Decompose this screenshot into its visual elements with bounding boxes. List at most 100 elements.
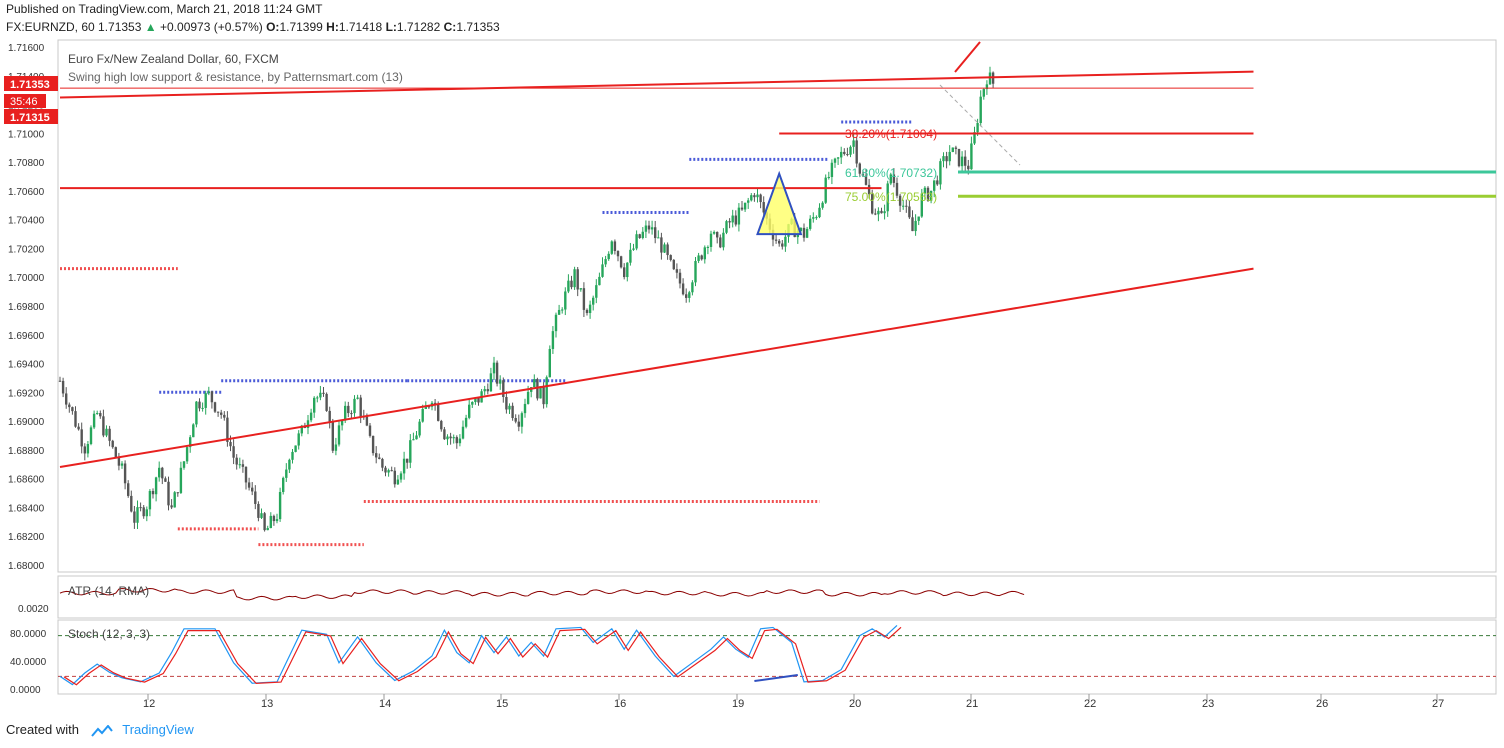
- candle-body: [461, 426, 465, 439]
- candle-body: [139, 507, 142, 509]
- trend-line: [59, 70, 1254, 99]
- candle-body: [877, 210, 880, 215]
- candle-body: [833, 158, 837, 163]
- candle-body: [483, 389, 486, 392]
- candle-body: [127, 483, 130, 496]
- candle-body: [579, 288, 582, 290]
- fib-75-label: 75.00%(1.70563): [845, 190, 937, 204]
- candle-body: [489, 373, 493, 392]
- main-pane-frame: [57, 39, 1497, 573]
- candle-body: [641, 231, 644, 238]
- candle-body: [238, 464, 241, 466]
- candle-body: [616, 250, 620, 257]
- candle-body: [446, 436, 449, 440]
- candle-body: [198, 401, 201, 409]
- candle-body: [582, 288, 586, 310]
- stoch-k-line: [59, 624, 898, 686]
- candle-body: [895, 182, 899, 196]
- candle-body: [418, 421, 421, 436]
- candle-body: [818, 207, 821, 218]
- atr-label: ATR (14, RMA): [68, 584, 149, 598]
- candle-body: [235, 457, 238, 465]
- candle-body: [58, 380, 62, 382]
- candle-body: [437, 403, 440, 421]
- candle-body: [551, 331, 555, 349]
- y-tick-label: 1.70200: [8, 244, 45, 255]
- candle-body: [337, 425, 341, 445]
- stoch-d-line: [63, 626, 902, 686]
- candle-body: [192, 424, 195, 438]
- candle-body: [223, 414, 226, 418]
- candle-body: [954, 147, 958, 149]
- candle-body: [412, 439, 415, 441]
- candle-body: [294, 445, 297, 452]
- candle-body: [114, 447, 117, 458]
- candle-body: [297, 433, 300, 446]
- candle-body: [241, 464, 245, 467]
- candle-body: [511, 405, 514, 419]
- high-value: 1.71418: [338, 20, 383, 34]
- candle-body: [526, 391, 530, 404]
- candle-body: [300, 425, 303, 434]
- candle-body: [325, 393, 328, 411]
- y-tick-label: 1.68400: [8, 503, 45, 514]
- candle-body: [985, 84, 989, 90]
- fib-diagonal: [939, 84, 1021, 166]
- candle-body: [778, 240, 781, 244]
- candle-body: [474, 397, 477, 402]
- candle-body: [762, 202, 765, 213]
- candle-body: [678, 272, 682, 284]
- candle-body: [384, 467, 387, 473]
- candle-body: [390, 470, 393, 472]
- fib-lines[interactable]: [939, 84, 1496, 198]
- open-label: O:: [266, 20, 280, 34]
- legend-indicator: Swing high low support & resistance, by …: [68, 70, 403, 84]
- y-tick-label: 1.69600: [8, 331, 45, 342]
- candle-body: [468, 404, 471, 418]
- candle-body: [781, 243, 784, 247]
- candle-body: [557, 309, 561, 315]
- stoch-tick-0: 0.0000: [10, 685, 41, 696]
- candle-body: [836, 157, 840, 159]
- fib-382-label: 38.20%(1.71004): [845, 127, 937, 141]
- candle-body: [728, 221, 731, 223]
- candle-body: [399, 473, 403, 480]
- candle-body: [672, 259, 675, 270]
- candle-body: [697, 255, 700, 261]
- candle-body: [77, 426, 80, 430]
- stoch-label: Stoch (12, 3, 3): [68, 627, 150, 641]
- atr-line: [59, 587, 1025, 601]
- candle-body: [220, 412, 223, 415]
- candle-body: [802, 227, 806, 238]
- candle-body: [623, 267, 626, 278]
- candle-body: [852, 140, 855, 147]
- candle-body: [731, 215, 734, 223]
- candle-body: [657, 237, 660, 239]
- candle-body: [402, 458, 406, 474]
- candle-body: [89, 427, 93, 445]
- candle-body: [443, 429, 446, 440]
- candle-body: [957, 148, 961, 167]
- candle-body: [359, 397, 362, 417]
- triangle-pattern[interactable]: [756, 170, 803, 236]
- candle-body: [644, 225, 648, 232]
- level-tag: [4, 109, 58, 124]
- candle-body: [216, 411, 220, 413]
- symbol[interactable]: FX:EURNZD, 60: [6, 20, 95, 34]
- candle-body: [251, 487, 254, 492]
- candle-body: [83, 446, 86, 454]
- tradingview-brand[interactable]: TradingView: [122, 722, 194, 737]
- x-tick-label: 16: [614, 698, 626, 710]
- candle-body: [316, 397, 319, 399]
- candle-body: [375, 453, 378, 458]
- candle-body: [849, 146, 852, 155]
- candle-body: [598, 276, 601, 286]
- footer: Created with TradingView: [6, 722, 194, 737]
- candle-body: [263, 513, 266, 531]
- candle-body: [309, 412, 313, 421]
- y-tick-label: 1.69000: [8, 417, 45, 428]
- candle-body: [886, 183, 889, 212]
- candle-body: [517, 421, 520, 427]
- trend-lines[interactable]: [59, 41, 1254, 469]
